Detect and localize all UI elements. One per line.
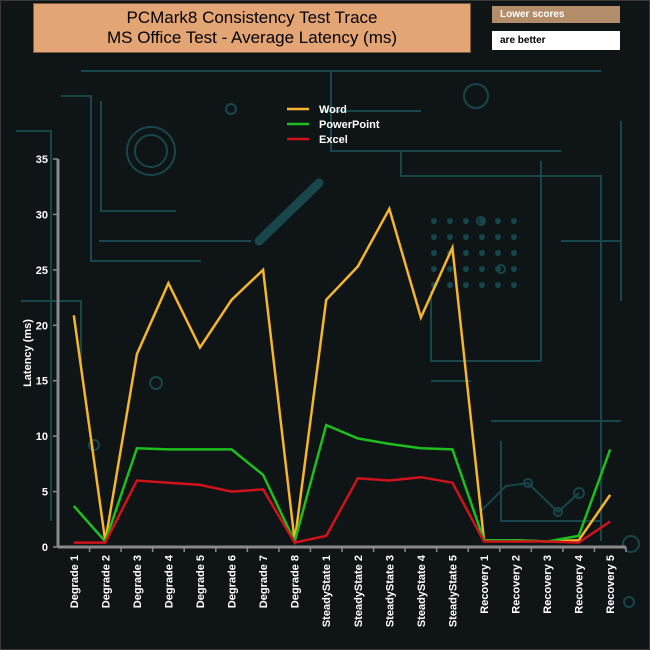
circuit-trace: [400, 151, 602, 541]
x-tick-label: Degrade 1: [69, 555, 81, 608]
circuit-dot: [511, 282, 517, 288]
circuit-dot: [495, 234, 501, 240]
y-tick-label: 15: [36, 376, 48, 388]
x-tick-label: SteadyState 5: [447, 555, 459, 627]
x-tick-label: Degrade 7: [258, 555, 270, 608]
x-tick-label: Degrade 8: [290, 555, 302, 608]
circuit-trace: [16, 130, 52, 521]
circuit-dot: [463, 282, 469, 288]
x-tick-label: SteadyState 3: [384, 555, 396, 627]
circuit-dot: [447, 282, 453, 288]
x-tick-label: Degrade 2: [100, 555, 112, 608]
circuit-dot: [495, 218, 501, 224]
circuit-dot: [511, 234, 517, 240]
legend-label-word: Word: [319, 104, 347, 116]
circuit-pad: [225, 103, 237, 115]
circuit-trace: [100, 101, 176, 212]
x-tick-label: SteadyState 4: [416, 554, 428, 627]
x-tick-label: SteadyState 1: [321, 555, 333, 627]
circuit-dot: [511, 250, 517, 256]
circuit-dot: [479, 250, 485, 256]
x-tick-label: Recovery 2: [511, 555, 523, 614]
circuit-dot: [479, 282, 485, 288]
circuit-trace: [21, 300, 82, 361]
x-tick-label: Degrade 3: [132, 555, 144, 608]
note-are-better: are better: [492, 31, 620, 50]
x-tick-label: Recovery 5: [605, 555, 617, 614]
x-tick-label: Recovery 4: [574, 554, 586, 614]
x-tick-label: Degrade 4: [163, 554, 175, 608]
y-tick-label: 30: [36, 209, 48, 221]
circuit-pad: [88, 439, 100, 451]
circuit-dot: [463, 234, 469, 240]
x-tick-label: Degrade 5: [195, 555, 207, 608]
chart-title: PCMark8 Consistency Test Trace: [126, 8, 378, 27]
legend-label-powerpoint: PowerPoint: [319, 119, 380, 131]
y-tick-label: 20: [36, 320, 48, 332]
circuit-dot: [447, 266, 453, 272]
circuit-trace: [500, 441, 601, 522]
circuit-trace: [61, 95, 201, 262]
y-axis-label: Latency (ms): [22, 319, 34, 387]
note-lower-scores: Lower scores: [492, 6, 620, 23]
circuit-pad: [573, 487, 585, 499]
circuit-trace: [330, 71, 561, 152]
series-line-powerpoint: [72, 423, 612, 546]
circuit-pad: [622, 535, 640, 553]
circuit-dot: [479, 266, 485, 272]
x-tick-label: Degrade 6: [227, 555, 239, 608]
circuit-dot: [511, 218, 517, 224]
circuit-dot: [479, 234, 485, 240]
circuit-dot: [463, 250, 469, 256]
x-tick-label: SteadyState 2: [353, 555, 365, 627]
series-line-word: [72, 205, 612, 543]
circuit-pad: [126, 126, 176, 176]
circuit-dot: [447, 218, 453, 224]
circuit-trace: [430, 291, 541, 362]
legend-label-excel: Excel: [319, 134, 348, 146]
chart-subtitle: MS Office Test - Average Latency (ms): [106, 28, 398, 47]
y-tick-label: 25: [36, 265, 48, 277]
series-line-excel: [73, 475, 611, 545]
circuit-dot: [431, 234, 437, 240]
x-tick-label: Recovery 1: [479, 555, 491, 614]
circuit-trace: [480, 481, 580, 514]
circuit-dot: [511, 266, 517, 272]
circuit-dot: [463, 266, 469, 272]
circuit-dot: [495, 266, 501, 272]
y-tick-label: 5: [42, 487, 48, 499]
circuit-pad: [134, 134, 168, 168]
circuit-dot: [479, 218, 485, 224]
y-tick-label: 0: [42, 542, 48, 554]
y-tick-label: 10: [36, 431, 48, 443]
circuit-pad: [623, 596, 635, 608]
circuit-dot: [463, 218, 469, 224]
circuit-dot: [431, 218, 437, 224]
circuit-trace: [254, 178, 324, 246]
circuit-dot: [495, 282, 501, 288]
circuit-pad: [149, 376, 163, 390]
circuit-dot: [431, 250, 437, 256]
title-box: PCMark8 Consistency Test Trace MS Office…: [33, 3, 471, 53]
circuit-dot: [431, 266, 437, 272]
circuit-dot: [495, 250, 501, 256]
y-tick-label: 35: [36, 154, 48, 166]
circuit-pad: [553, 507, 563, 517]
x-tick-label: Recovery 3: [542, 555, 554, 614]
circuit-pad: [463, 83, 489, 109]
circuit-dot: [447, 234, 453, 240]
